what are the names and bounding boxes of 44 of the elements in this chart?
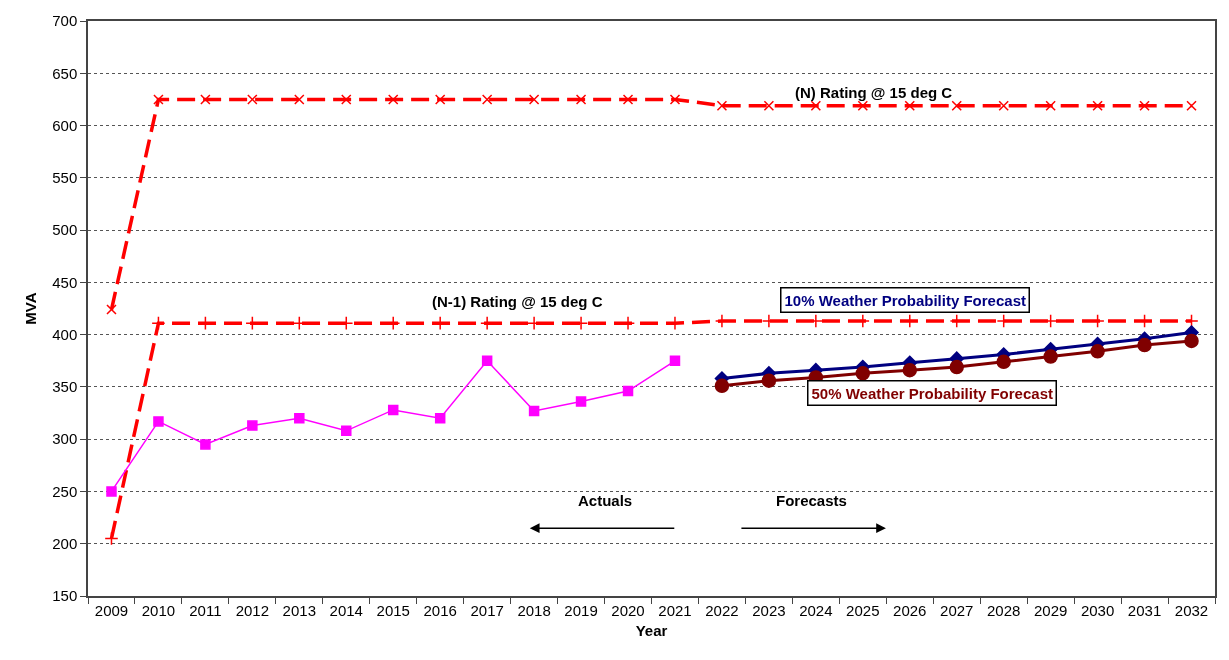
y-tick-label: 550 [52,169,78,187]
x-tick-label: 2025 [846,601,880,619]
y-tick-label: 500 [52,221,78,239]
x-tick-label: 2020 [611,601,645,619]
x-tick-label: 2022 [705,601,739,619]
x-tick-label: 2019 [564,601,598,619]
y-axis-title: MVA [21,292,39,325]
series-label: 50% Weather Probability Forecast [811,384,1053,402]
y-tick-label: 700 [52,12,78,30]
y-tick-label: 250 [52,482,78,500]
y-tick-label: 300 [52,430,78,448]
x-tick-label: 2026 [893,601,927,619]
y-tick-label: 650 [52,64,78,82]
series-label: (N-1) Rating @ 15 deg C [432,293,603,310]
annotation: Forecasts [776,492,847,509]
text: 10% Weather Probability Forecast [784,291,1026,309]
y-tick-label: 450 [52,273,78,291]
x-tick-label: 2011 [189,601,222,619]
x-tick-label: 2012 [235,601,270,619]
annotation: Actuals [578,492,633,509]
x-tick-label: 2030 [1080,601,1115,619]
x-axis-title: Year [635,622,668,640]
y-tick-label: 400 [52,325,78,343]
x-tick-label: 2031 [1127,601,1162,619]
x-tick-label: 2023 [752,601,786,619]
x-tick-label: 2016 [423,601,457,619]
x-tick-label: 2014 [329,601,363,619]
y-tick-label: 200 [52,534,78,552]
x-tick-label: 2027 [940,601,974,619]
y-tick-label: 350 [52,378,78,396]
x-tick-label: 2009 [94,601,129,619]
x-tick-label: 2028 [987,601,1021,619]
x-tick-label: 2018 [517,601,551,619]
x-tick-label: 2010 [141,601,176,619]
x-tick-label: 2017 [470,601,504,619]
x-tick-label: 2029 [1033,601,1068,619]
y-tick-label: 150 [52,587,78,605]
series-label: (N) Rating @ 15 deg C [795,84,953,101]
x-tick-label: 2024 [799,601,833,619]
y-tick-label: 600 [52,116,78,134]
x-tick-label: 2013 [282,601,316,619]
x-tick-label: 2015 [376,601,410,619]
x-tick-label: 2032 [1174,601,1209,619]
x-tick-label: 2021 [658,601,692,619]
